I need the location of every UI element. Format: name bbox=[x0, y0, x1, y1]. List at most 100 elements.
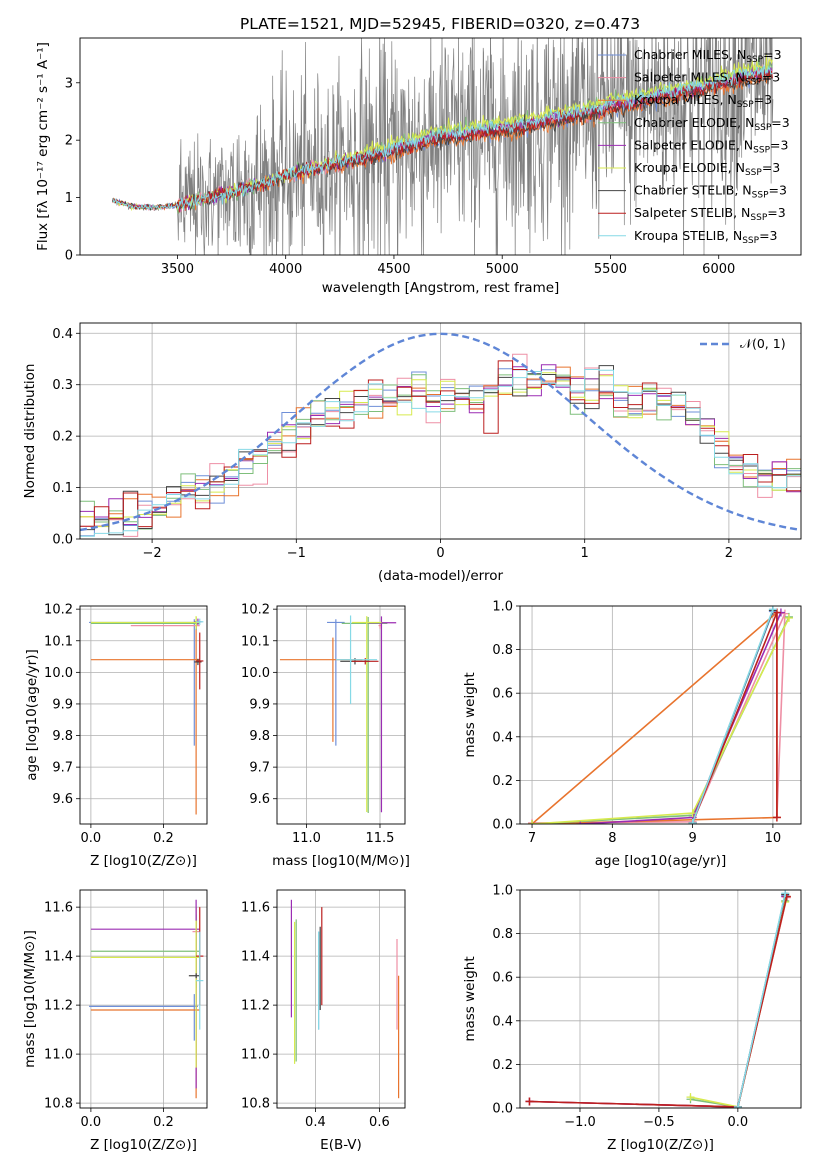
weight-path bbox=[580, 612, 782, 824]
x-tick-label: 6000 bbox=[702, 262, 735, 277]
legend-value: =3 bbox=[769, 183, 787, 198]
y-tick-label: 10.2 bbox=[241, 603, 270, 618]
x-tick-label: 2 bbox=[725, 546, 733, 561]
histogram-kroupa_stelib bbox=[80, 369, 801, 537]
weight-path bbox=[529, 897, 788, 1108]
y-tick-label: 2 bbox=[65, 134, 73, 149]
x-tick-label: 10 bbox=[765, 831, 782, 846]
x-axis-label: (data-model)/error bbox=[378, 568, 504, 584]
data-point-kroupa_stelib bbox=[335, 615, 378, 704]
y-tick-label: 10.0 bbox=[44, 666, 73, 681]
model-line-salpeter_stelib bbox=[112, 69, 773, 213]
y-tick-label: 0 bbox=[65, 249, 73, 264]
data-point-chabrier_elodie bbox=[341, 617, 388, 813]
axes: 3500 4000 4500 5000 5500 6000 0 1 2 3 wavelength [… bbox=[35, 37, 802, 296]
histogram-chabrier_elodie bbox=[80, 374, 801, 530]
weight-line-salpeter_miles bbox=[525, 893, 791, 1108]
x-tick-label: −1.0 bbox=[564, 1115, 596, 1130]
plot-area bbox=[528, 606, 793, 824]
mass-vs-metallicity-panel: 0.0 0.2 10.8 11.0 11.2 11.4 11.6 Z [log10(Z/Z⊙)… bbox=[22, 889, 208, 1153]
y-tick-label: 11.2 bbox=[241, 999, 270, 1014]
legend-value: =3 bbox=[763, 47, 781, 62]
x-tick-label: 4500 bbox=[377, 262, 410, 277]
y-axis-label: age [log10(age/yr)] bbox=[24, 649, 40, 781]
y-tick-label: 11.2 bbox=[44, 999, 73, 1014]
x-axis-label: age [log10(age/yr)] bbox=[595, 853, 727, 869]
data-point-kroupa_elodie bbox=[352, 616, 382, 812]
mass-vs-ebv-panel: 0.4 0.6 10.8 11.0 11.2 11.4 11.6 E(B-V) bbox=[241, 889, 406, 1153]
y-tick-label: 9.8 bbox=[52, 729, 73, 744]
weight-marker bbox=[780, 609, 789, 618]
x-tick-label: −2 bbox=[143, 546, 162, 561]
y-axis-label: Normed distribution bbox=[22, 364, 38, 499]
x-tick-label: 0.0 bbox=[81, 1115, 102, 1130]
gaussian-curve bbox=[80, 332, 801, 532]
y-tick-label: 9.8 bbox=[249, 729, 270, 744]
legend-value: =3 bbox=[754, 92, 772, 107]
weight-vs-metallicity-panel: −1.0 −0.5 0.0 0.0 0.2 0.4 0.6 0.8 1.0 Z [log10(Z/… bbox=[462, 884, 802, 1153]
x-axis-label: E(B-V) bbox=[320, 1137, 362, 1153]
weight-line-salpeter_elodie bbox=[525, 892, 790, 1108]
weight-line-chabrier_elodie bbox=[528, 612, 793, 824]
weight-marker bbox=[525, 1097, 534, 1106]
legend-subscript: SSP bbox=[745, 78, 762, 88]
axes-frame bbox=[79, 605, 208, 825]
y-tick-label: 11.0 bbox=[44, 1048, 73, 1063]
x-axis-label: Z [log10(Z/Z⊙)] bbox=[90, 1137, 197, 1153]
data-point-chabrier_elodie bbox=[90, 617, 200, 630]
plot-area bbox=[89, 899, 204, 1099]
legend-label: Chabrier ELODIE, NSSP=3 bbox=[634, 115, 790, 133]
legend-subscript: SSP bbox=[737, 100, 754, 110]
figure-title: PLATE=1521, MJD=52945, FIBERID=0320, z=0… bbox=[240, 15, 640, 33]
y-tick-label: 10.1 bbox=[241, 634, 270, 649]
x-axis-label: mass [log10(M/M⊙)] bbox=[272, 853, 410, 869]
y-tick-label: 11.6 bbox=[241, 901, 270, 916]
data-point-kroupa_elodie bbox=[90, 616, 200, 629]
x-axis-label: Z [log10(Z/Z⊙)] bbox=[607, 1137, 714, 1153]
weight-line-kroupa_stelib bbox=[733, 890, 790, 1108]
x-tick-label: 11.0 bbox=[292, 831, 321, 846]
legend-subscript: SSP bbox=[754, 123, 771, 133]
x-tick-label: 5000 bbox=[486, 262, 519, 277]
data-point-kroupa_stelib bbox=[196, 618, 204, 625]
plot-area bbox=[279, 615, 397, 813]
axes-frame bbox=[276, 889, 406, 1109]
data-point-kroupa_miles bbox=[90, 907, 200, 1099]
legend-value: =3 bbox=[771, 115, 789, 130]
legend-label: Chabrier STELIB, NSSP=3 bbox=[634, 183, 787, 201]
y-tick-label: 1.0 bbox=[492, 600, 513, 615]
y-tick-label: 3 bbox=[65, 76, 73, 91]
x-tick-label: −1 bbox=[287, 546, 306, 561]
x-tick-label: 8 bbox=[608, 831, 616, 846]
x-tick-label: 7 bbox=[528, 831, 536, 846]
model-line-chabrier_stelib bbox=[112, 70, 773, 212]
y-tick-label: 9.7 bbox=[249, 761, 270, 776]
x-tick-label: 0.0 bbox=[728, 1115, 749, 1130]
weight-marker bbox=[686, 1093, 695, 1102]
data-point-kroupa_miles bbox=[90, 621, 200, 815]
residuals-panel: −2 −1 0 1 2 0.0 0.1 0.2 0.3 0.4 (data-model)/error… bbox=[22, 322, 802, 584]
x-tick-label: 9 bbox=[688, 831, 696, 846]
weight-line-kroupa_miles bbox=[528, 608, 781, 824]
legend-label: Kroupa ELODIE, NSSP=3 bbox=[634, 160, 780, 178]
weight-path bbox=[529, 896, 788, 1108]
weight-marker bbox=[688, 809, 697, 818]
x-tick-label: 11.5 bbox=[366, 831, 395, 846]
data-point-chabrier_stelib bbox=[188, 973, 200, 979]
y-tick-label: 0.1 bbox=[52, 481, 73, 496]
y-tick-label: 0.4 bbox=[52, 327, 73, 342]
histogram-salpeter_elodie bbox=[80, 364, 801, 525]
axes-frame bbox=[519, 889, 802, 1109]
grid bbox=[80, 323, 801, 540]
plot-area bbox=[525, 890, 791, 1108]
axes: 7 8 9 10 0.0 0.2 0.4 0.6 0.8 1.0 age [log10(age/yr… bbox=[462, 600, 802, 869]
weight-marker bbox=[688, 818, 697, 824]
data-point-chabrier_stelib bbox=[194, 658, 202, 666]
weight-marker bbox=[784, 613, 793, 622]
y-tick-label: 9.9 bbox=[249, 697, 270, 712]
y-tick-label: 0.3 bbox=[52, 378, 73, 393]
spectrum-panel: 3500 4000 4500 5000 5500 6000 0 1 2 3 wavelength [… bbox=[35, 37, 802, 296]
y-tick-label: 0.4 bbox=[492, 730, 513, 745]
y-tick-label: 9.9 bbox=[52, 697, 73, 712]
